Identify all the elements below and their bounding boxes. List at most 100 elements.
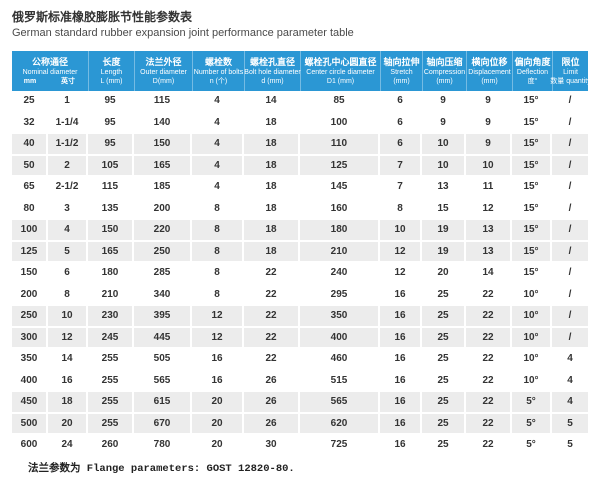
table-cell: 4 — [552, 371, 588, 392]
table-cell: 95 — [88, 112, 134, 134]
header-unit: 数量 quantity — [550, 77, 591, 85]
table-cell: 15° — [512, 177, 552, 199]
table-cell: 350 — [12, 349, 48, 371]
table-cell: 7 — [380, 155, 422, 177]
header-unit: L (mm) — [100, 77, 123, 85]
table-cell: 22 — [466, 306, 512, 328]
table-cell: 22 — [466, 370, 512, 392]
table-cell: / — [552, 241, 588, 263]
table-row: 250 10 230 395 12 22 350 16 25 22 10° / — [12, 306, 588, 328]
table-cell: 300 — [12, 327, 48, 349]
table-cell: / — [552, 155, 588, 177]
table-cell: 12 — [48, 327, 88, 349]
header-label-en: Deflection — [516, 68, 549, 76]
table-cell: / — [552, 285, 588, 306]
table-cell: 615 — [134, 392, 192, 414]
header-label-en: Length — [100, 68, 123, 76]
table-cell: 15° — [512, 134, 552, 156]
table-cell: / — [552, 177, 588, 199]
table-cell: 8 — [192, 220, 244, 242]
table-cell: 10° — [512, 306, 552, 328]
table-cell: 600 — [12, 435, 48, 457]
table-cell: 26 — [244, 392, 300, 414]
table-cell: 230 — [88, 306, 134, 328]
table-cell: 20 — [48, 413, 88, 435]
table-cell: 6 — [380, 91, 422, 113]
table-cell: 16 — [192, 349, 244, 371]
table-cell: 18 — [244, 220, 300, 242]
table-cell: 22 — [466, 284, 512, 306]
table-cell: 10 — [380, 220, 422, 242]
table-cell: 18 — [244, 198, 300, 220]
table-row: 50 2 105 165 4 18 125 7 10 10 15° / — [12, 155, 588, 177]
header-center-circle-diameter: 螺栓孔中心圆直径 Center circle diameter D1 (mm) — [300, 51, 380, 91]
table-cell: 1-1/2 — [48, 134, 88, 156]
table-row: 500 20 255 670 20 26 620 16 25 22 5° 5 — [12, 413, 588, 435]
table-cell: 4 — [192, 91, 244, 113]
header-label-zh: 法兰外径 — [145, 56, 182, 67]
page-title-zh: 俄罗斯标准橡胶膨胀节性能参数表 — [12, 10, 193, 24]
table-cell: 115 — [134, 91, 192, 113]
table-cell: 15° — [512, 91, 552, 113]
table-cell: 4 — [192, 177, 244, 199]
table-cell: 25 — [12, 91, 48, 113]
table-cell: 5° — [512, 435, 552, 457]
table-cell: 6 — [380, 112, 422, 134]
header-label-zh: 限位 — [561, 56, 580, 67]
table-cell: 8 — [48, 284, 88, 306]
header-bolt-hole-diameter: 螺栓孔直径 Bolt hole diameter d (mm) — [244, 51, 301, 91]
table-cell: 150 — [88, 220, 134, 242]
table-cell: 200 — [134, 198, 192, 220]
table-cell: 505 — [134, 349, 192, 371]
header-stretch: 轴向拉伸 Stretch (mm) — [380, 51, 422, 91]
table-cell: 4 — [552, 349, 588, 371]
table-cell: 7 — [380, 177, 422, 199]
table-row: 32 1-1/4 95 140 4 18 100 6 9 9 15° / — [12, 112, 588, 134]
header-label-en: Number of bolts — [193, 68, 244, 76]
header-length: 长度 Length L (mm) — [88, 51, 134, 91]
table-cell: 500 — [12, 413, 48, 435]
table-cell: 180 — [88, 263, 134, 285]
table-cell: 26 — [244, 370, 300, 392]
table-cell: / — [552, 327, 588, 349]
table-cell: 95 — [88, 91, 134, 113]
table-cell: / — [552, 306, 588, 328]
table-cell: 9 — [422, 112, 466, 134]
table-cell: 5 — [552, 435, 588, 457]
table-cell: 13 — [466, 220, 512, 242]
table-cell: 285 — [134, 263, 192, 285]
table-cell: 245 — [88, 327, 134, 349]
table-cell: 32 — [12, 112, 48, 134]
table-cell: 25 — [422, 349, 466, 371]
table-cell: 80 — [12, 198, 48, 220]
table-cell: 8 — [192, 263, 244, 285]
table-cell: 250 — [12, 306, 48, 328]
header-label-zh: 螺栓孔中心圆直径 — [304, 56, 377, 67]
header-label-zh: 轴向拉伸 — [383, 56, 420, 67]
header-unit: 度° — [527, 77, 538, 85]
header-label-en: Outer diameter — [140, 68, 187, 76]
table-cell: 25 — [422, 327, 466, 349]
table-cell: 22 — [466, 392, 512, 414]
table-cell: 18 — [244, 177, 300, 199]
table-cell: 13 — [422, 177, 466, 199]
table-cell: 115 — [88, 177, 134, 199]
header-limit: 限位 Limit 数量 quantity — [550, 51, 591, 91]
header-compression: 轴向压缩 Compression (mm) — [422, 51, 466, 91]
table-cell: 200 — [12, 284, 48, 306]
table-cell: 445 — [134, 327, 192, 349]
table-cell: 620 — [300, 413, 380, 435]
table-cell: 210 — [88, 284, 134, 306]
table-cell: 25 — [422, 392, 466, 414]
table-cell: 255 — [88, 413, 134, 435]
table-row: 300 12 245 445 12 22 400 16 25 22 10° / — [12, 327, 588, 349]
table-cell: 25 — [422, 284, 466, 306]
table-cell: 10° — [512, 349, 552, 371]
header-nominal-diameter: 公称通径 Nominal diameter mm 英寸 — [12, 51, 88, 91]
table-cell: 165 — [88, 241, 134, 263]
table-cell: 9 — [422, 91, 466, 113]
table-cell: 22 — [466, 435, 512, 457]
table-cell: 255 — [88, 349, 134, 371]
table-cell: / — [552, 220, 588, 242]
table-cell: 24 — [48, 435, 88, 457]
